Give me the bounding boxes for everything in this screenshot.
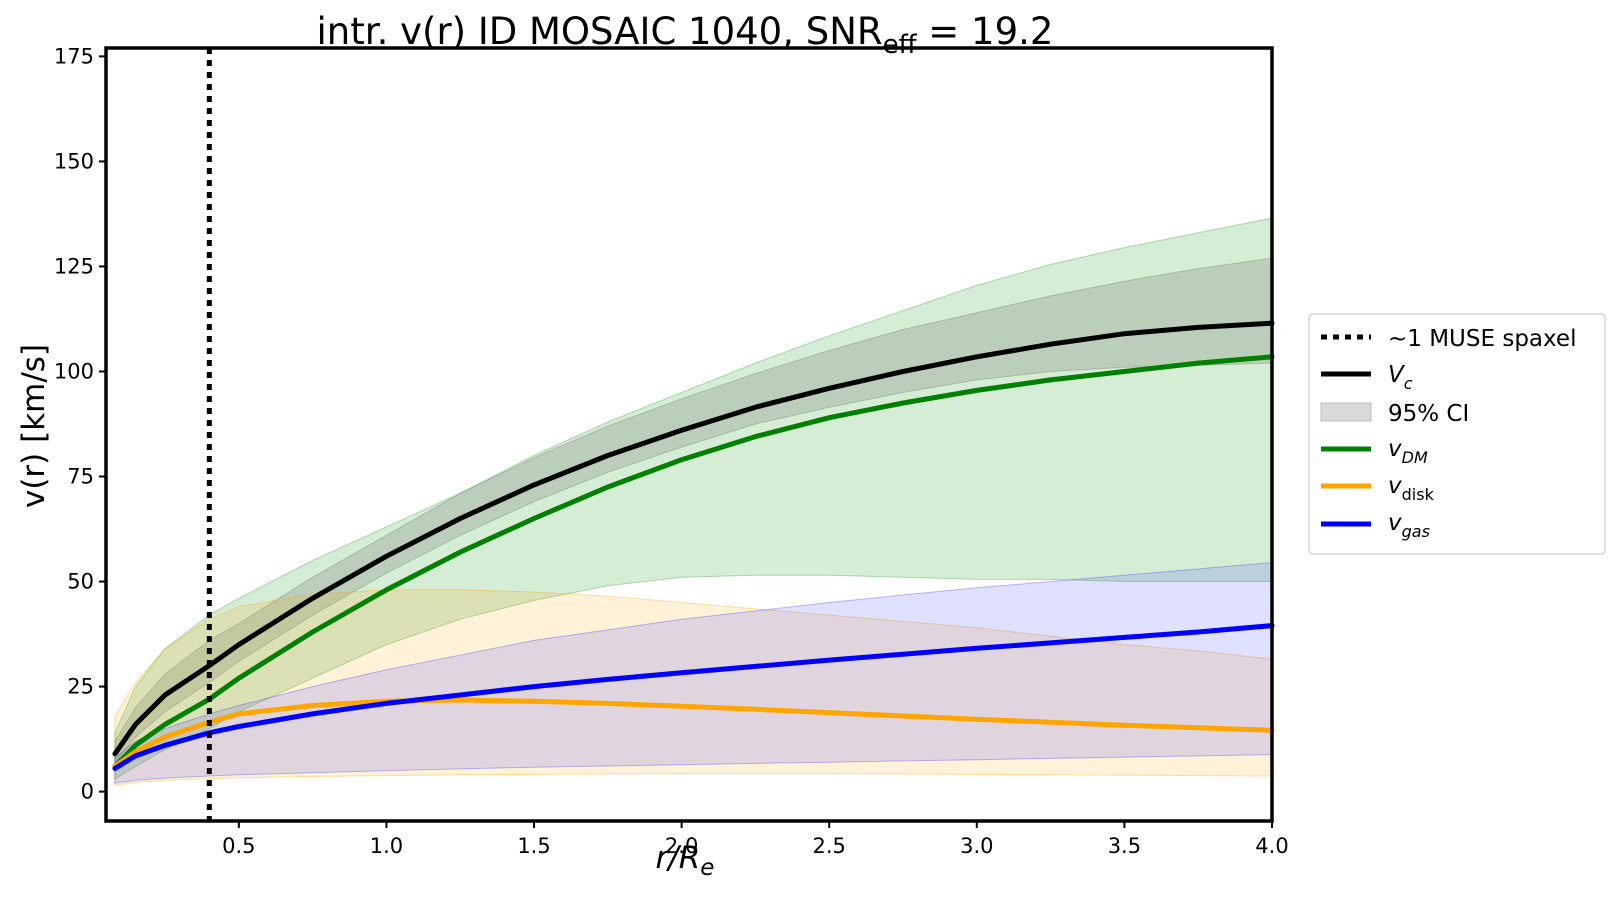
y-axis-ticks: 0 25 50 75 100 125 150 175 (54, 44, 106, 804)
x-tick-label: 0.5 (222, 834, 255, 858)
plot-frame (104, 46, 1274, 823)
y-tick-label: 125 (54, 254, 94, 278)
legend-label-ci: 95% CI (1388, 401, 1469, 427)
y-tick-label: 25 (67, 675, 94, 699)
legend-label-spaxel: ~1 MUSE spaxel (1388, 326, 1576, 352)
y-tick-label: 0 (81, 780, 94, 804)
legend-label-disk: vdisk (1388, 473, 1435, 504)
y-tick-label: 50 (67, 570, 94, 594)
x-tick-label: 1.0 (370, 834, 403, 858)
x-tick-label: 1.5 (517, 834, 550, 858)
x-tick-label: 2.0 (665, 834, 698, 858)
x-tick-label: 3.0 (960, 834, 993, 858)
confidence-bands (114, 217, 1273, 786)
y-tick-label: 100 (54, 359, 94, 383)
legend-label-dm: vDM (1388, 436, 1428, 467)
legend-label-gas: vgas (1388, 510, 1430, 541)
legend: ~1 MUSE spaxel Vc 95% CI vDM vdisk vgas (1308, 313, 1606, 555)
legend-label-vc: Vc (1388, 362, 1413, 393)
y-tick-label: 75 (67, 465, 94, 489)
x-tick-label: 4.0 (1255, 834, 1288, 858)
y-tick-label: 175 (54, 44, 94, 68)
x-tick-label: 3.5 (1108, 834, 1141, 858)
legend-box (1308, 313, 1606, 555)
x-tick-label: 2.5 (813, 834, 846, 858)
chart-title: intr. v(r) ID MOSAIC 1040, SNReff = 19.2 (317, 10, 1054, 60)
y-tick-label: 150 (54, 149, 94, 173)
y-axis-label: v(r) [km/s] (16, 344, 52, 508)
legend-swatch-ci (1320, 402, 1372, 422)
x-axis-label: r/Re (656, 840, 715, 881)
x-axis-ticks: 0.5 1.0 1.5 2.0 2.5 3.0 3.5 4.0 (222, 821, 1289, 858)
